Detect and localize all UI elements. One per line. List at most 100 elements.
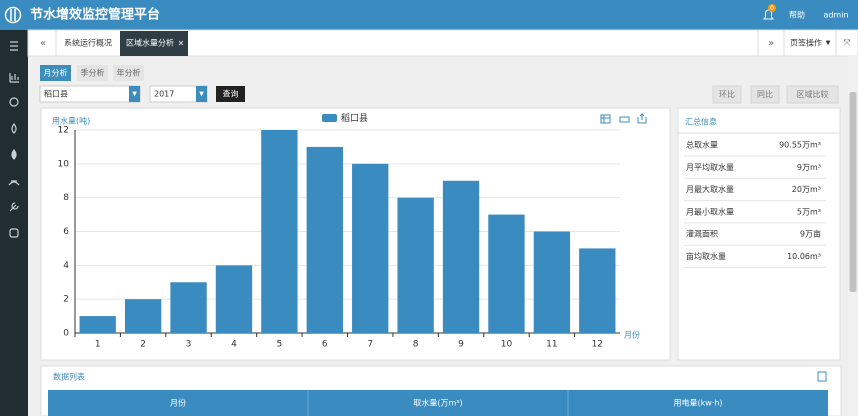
bar bbox=[170, 282, 207, 333]
bar bbox=[79, 316, 116, 333]
bar bbox=[488, 214, 525, 333]
button-label[interactable]: 同比 bbox=[757, 89, 773, 99]
nav-icon[interactable] bbox=[8, 180, 20, 186]
x-tick-label: 7 bbox=[367, 340, 373, 350]
badge bbox=[768, 4, 776, 12]
x-tick-label: 8 bbox=[413, 340, 419, 350]
summary-title: 汇总信息 bbox=[685, 117, 717, 127]
x-tick-label: 1 bbox=[95, 340, 101, 350]
summary-value: 20万m³ bbox=[792, 185, 821, 194]
bar bbox=[397, 197, 434, 333]
nav-icon[interactable] bbox=[9, 202, 19, 212]
help-link[interactable]: 帮助 bbox=[789, 10, 805, 20]
summary-label: 月平均取水量 bbox=[686, 162, 734, 172]
toolbox bbox=[600, 112, 647, 124]
fullscreen[interactable]: ⤧ bbox=[843, 38, 850, 49]
badge-count: 0 bbox=[770, 5, 774, 12]
button[interactable] bbox=[786, 85, 839, 104]
y-tick-label: 10 bbox=[58, 159, 70, 169]
bar bbox=[579, 248, 616, 333]
y-tick-label: 12 bbox=[58, 126, 69, 136]
tab[interactable]: 区域水量分析 bbox=[126, 38, 174, 48]
x-tick-label: 2 bbox=[140, 340, 146, 350]
active-tab[interactable] bbox=[120, 31, 188, 56]
caret: ▼ bbox=[132, 91, 137, 98]
column-header: 用电量(kw·h) bbox=[673, 398, 722, 408]
bar bbox=[352, 163, 389, 333]
select-arrow[interactable] bbox=[196, 86, 207, 102]
print-icon[interactable] bbox=[619, 116, 630, 123]
save-icon[interactable] bbox=[637, 112, 647, 124]
region-value: 稻口县 bbox=[44, 89, 68, 99]
x-tick-label: 11 bbox=[546, 340, 557, 350]
summary-value: 5万m³ bbox=[797, 207, 821, 216]
nav-icon[interactable] bbox=[9, 97, 19, 107]
summary-value: 90.55万m³ bbox=[779, 141, 821, 150]
button[interactable] bbox=[712, 85, 742, 104]
tab-menu[interactable]: 页签操作 bbox=[790, 38, 822, 48]
logo bbox=[4, 6, 22, 24]
caret: ▼ bbox=[826, 40, 831, 47]
summary-label: 灌溉面积 bbox=[686, 229, 718, 239]
data-view-icon[interactable] bbox=[600, 114, 611, 124]
summary-list: 总取水量 90.55万m³ 月平均取水量 9万m³ 月最大取水量 20万m³ 月最小取水量 5… bbox=[684, 140, 826, 268]
nav-icon[interactable] bbox=[9, 228, 19, 238]
bar bbox=[124, 299, 162, 333]
table-columns: 月份 取水量(万m³) 用电量(kw·h) bbox=[170, 390, 723, 416]
x-tick-label: 5 bbox=[277, 340, 283, 350]
column-header: 月份 bbox=[170, 398, 186, 408]
data-view-icon[interactable] bbox=[601, 115, 610, 123]
tab-next[interactable]: » bbox=[768, 38, 774, 49]
button[interactable] bbox=[750, 85, 780, 104]
tab-prev[interactable]: « bbox=[40, 38, 46, 49]
subtab-bg[interactable] bbox=[113, 65, 144, 81]
x-tick-label: 9 bbox=[458, 340, 464, 350]
y-tick-label: 2 bbox=[63, 295, 69, 305]
summary-panel bbox=[677, 107, 841, 361]
sidebar bbox=[0, 30, 28, 416]
nav-icon[interactable] bbox=[11, 149, 17, 160]
year-value: 2017 bbox=[154, 90, 174, 99]
subtab[interactable]: 月分析 bbox=[44, 68, 68, 78]
user-menu[interactable]: admin bbox=[823, 11, 848, 20]
menu-toggle[interactable] bbox=[10, 41, 18, 51]
summary-label: 月最小取水量 bbox=[686, 206, 734, 216]
y-axis-label: 用水量(吨) bbox=[52, 116, 90, 126]
legend-swatch bbox=[322, 114, 337, 122]
bar bbox=[533, 231, 571, 333]
button-label[interactable]: 环比 bbox=[719, 89, 735, 99]
bar bbox=[306, 146, 343, 333]
bar bbox=[215, 265, 253, 333]
x-tick-label: 10 bbox=[501, 340, 513, 350]
tab-close[interactable]: × bbox=[178, 39, 185, 48]
summary-label: 总取水量 bbox=[686, 140, 718, 150]
table-header bbox=[48, 390, 828, 416]
caret: ▼ bbox=[199, 91, 204, 98]
x-tick-label: 6 bbox=[322, 340, 328, 350]
app-title: 节水增效监控管理平台 bbox=[30, 7, 160, 23]
subtab[interactable]: 季分析 bbox=[81, 68, 105, 78]
table-title: 数据列表 bbox=[53, 372, 85, 382]
subtab-active[interactable] bbox=[40, 65, 71, 81]
y-tick-label: 8 bbox=[63, 193, 69, 203]
query-label[interactable]: 查询 bbox=[223, 89, 239, 99]
subtab-bg[interactable] bbox=[77, 65, 108, 81]
x-tick-label: 12 bbox=[592, 340, 603, 350]
select-arrow[interactable] bbox=[129, 86, 140, 102]
query-button[interactable] bbox=[216, 86, 245, 102]
scroll-thumb[interactable] bbox=[849, 92, 857, 292]
nav-icon[interactable] bbox=[11, 123, 17, 134]
x-tick-label: 4 bbox=[231, 340, 237, 350]
header-bar bbox=[0, 0, 858, 30]
column-header: 取水量(万m³) bbox=[413, 398, 462, 408]
button-label[interactable]: 区域比较 bbox=[797, 89, 829, 99]
tab[interactable]: 系统运行概况 bbox=[64, 38, 112, 48]
y-tick-label: 0 bbox=[63, 329, 69, 339]
summary-label: 亩均取水量 bbox=[686, 251, 726, 261]
sidebar-icons bbox=[8, 41, 20, 238]
export-icon[interactable] bbox=[817, 371, 827, 382]
nav-icon[interactable] bbox=[9, 73, 19, 83]
subtab[interactable]: 年分析 bbox=[117, 68, 141, 78]
x-tick-label: 3 bbox=[186, 340, 192, 350]
